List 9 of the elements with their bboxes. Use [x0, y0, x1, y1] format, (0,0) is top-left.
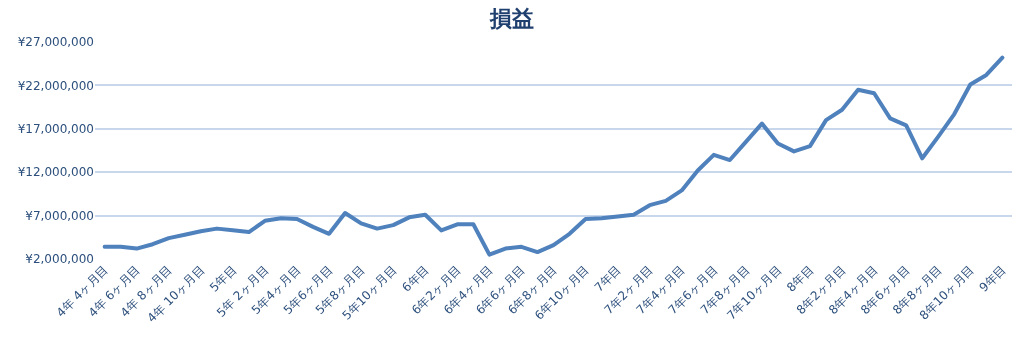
x-tick-label: 9年目 [976, 262, 1009, 295]
y-tick-label: ¥12,000,000 [17, 165, 94, 180]
line-series [102, 55, 1005, 257]
y-tick-label: ¥2,000,000 [25, 252, 94, 267]
y-tick-label: ¥17,000,000 [17, 122, 94, 136]
chart-title: 損益 [489, 5, 534, 31]
y-tick-label: ¥7,000,000 [25, 208, 94, 223]
y-tick-label: ¥22,000,000 [17, 78, 94, 93]
y-tick-label: ¥27,000,000 [17, 35, 94, 50]
